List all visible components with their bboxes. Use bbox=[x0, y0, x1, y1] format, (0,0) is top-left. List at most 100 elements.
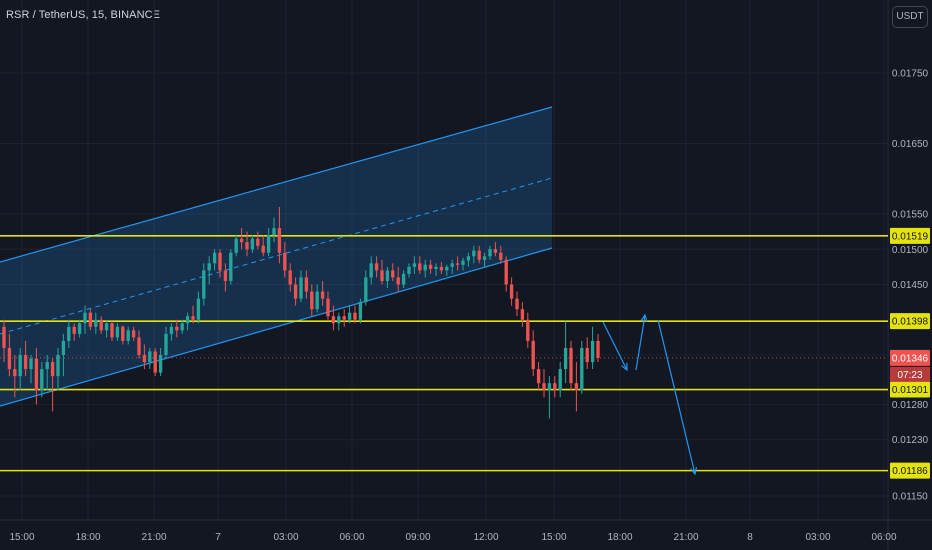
level-price-tag bbox=[890, 381, 930, 398]
candle bbox=[245, 231, 249, 257]
candle bbox=[153, 347, 157, 377]
candle bbox=[391, 263, 395, 281]
candle bbox=[288, 263, 292, 292]
candle bbox=[34, 347, 39, 405]
candle-body bbox=[310, 291, 314, 310]
candle bbox=[158, 347, 163, 377]
candle bbox=[385, 266, 390, 289]
candle-body bbox=[353, 312, 357, 320]
candle bbox=[315, 284, 319, 313]
candle-body bbox=[391, 270, 395, 278]
candle-body bbox=[202, 270, 206, 299]
candle bbox=[536, 362, 541, 391]
time-tick-label: 7 bbox=[215, 532, 221, 543]
candle-body bbox=[126, 330, 130, 341]
candle bbox=[364, 270, 368, 306]
candle-body bbox=[45, 362, 49, 370]
level-price-tag bbox=[890, 227, 930, 244]
time-axis: 15:00 18:00 21:00 7 03:00 06:00 09:00 12:00 15:0… bbox=[9, 532, 896, 543]
price-tick-label: 0.01280 bbox=[892, 400, 929, 411]
candle bbox=[7, 333, 12, 377]
candle-body bbox=[439, 266, 444, 271]
candle bbox=[509, 277, 514, 306]
currency-selector[interactable]: USDT bbox=[892, 6, 928, 28]
candle bbox=[185, 312, 190, 331]
candle-body bbox=[2, 326, 6, 348]
arrow-head bbox=[640, 313, 648, 322]
candle-body bbox=[245, 242, 249, 250]
channel-fill bbox=[0, 107, 552, 406]
time-tick-label: 06:00 bbox=[339, 532, 364, 543]
candle bbox=[596, 333, 600, 363]
candle bbox=[234, 235, 238, 257]
candle-body bbox=[250, 238, 255, 250]
candle bbox=[526, 312, 530, 348]
candle-body bbox=[223, 270, 228, 281]
candle-body bbox=[374, 263, 379, 271]
candle-body bbox=[83, 312, 87, 324]
candle-body bbox=[445, 266, 449, 271]
candle bbox=[418, 256, 422, 274]
candle bbox=[88, 309, 93, 331]
candle bbox=[23, 340, 28, 377]
price-axis: 0.011500.012300.012800.013500.014500.015… bbox=[890, 69, 930, 503]
candle bbox=[434, 263, 438, 277]
time-tick-label: 12:00 bbox=[473, 532, 498, 543]
candle bbox=[590, 326, 595, 370]
candle-body bbox=[482, 256, 487, 260]
candle-body bbox=[434, 266, 438, 269]
candle bbox=[196, 291, 201, 324]
candle-body bbox=[380, 270, 384, 281]
candle bbox=[520, 302, 525, 327]
candle-body bbox=[56, 355, 60, 377]
candle bbox=[115, 323, 120, 341]
price-tick-label: 0.01230 bbox=[892, 435, 929, 446]
price-tick-label: 0.01750 bbox=[892, 69, 929, 80]
candle-body bbox=[412, 263, 417, 267]
projection-arrows bbox=[602, 313, 698, 476]
candle-body bbox=[272, 228, 276, 236]
candle-body bbox=[212, 252, 217, 264]
time-tick-label: 15:00 bbox=[541, 532, 566, 543]
candle-body bbox=[148, 351, 152, 363]
level-price-label: 0.01519 bbox=[892, 231, 929, 242]
candle bbox=[83, 305, 87, 334]
candle-body bbox=[29, 358, 33, 370]
candle-body bbox=[277, 228, 282, 253]
candle bbox=[407, 263, 411, 278]
candle-body bbox=[574, 383, 579, 391]
candle-body bbox=[169, 326, 174, 334]
candle bbox=[450, 259, 454, 274]
candle bbox=[337, 312, 341, 331]
candle bbox=[499, 245, 503, 264]
candle-body bbox=[94, 319, 98, 327]
candle-body bbox=[77, 323, 82, 334]
candle-body bbox=[531, 340, 535, 370]
candle bbox=[493, 242, 498, 257]
candle bbox=[239, 228, 244, 250]
level-price-tag bbox=[890, 313, 930, 330]
candle bbox=[380, 259, 384, 285]
candle bbox=[396, 266, 400, 292]
candle-body bbox=[558, 369, 562, 391]
candle-body bbox=[509, 284, 514, 299]
horizontal-levels bbox=[0, 235, 888, 472]
projection-arrow bbox=[602, 321, 628, 371]
symbol-title[interactable]: RSR / TetherUS, 15, BINANCE bbox=[6, 9, 161, 21]
candle bbox=[445, 264, 449, 277]
candle-body bbox=[347, 312, 352, 320]
candle bbox=[50, 358, 55, 412]
time-tick-label: 18:00 bbox=[607, 532, 632, 543]
candle bbox=[72, 323, 76, 341]
candle bbox=[202, 263, 206, 306]
price-tick-label: 0.01150 bbox=[892, 492, 928, 503]
candle-body bbox=[585, 347, 589, 363]
countdown-tag bbox=[890, 366, 930, 382]
candle-body bbox=[358, 302, 363, 320]
candle-body bbox=[175, 326, 179, 331]
candle-body bbox=[315, 291, 319, 310]
projection-arrow bbox=[635, 314, 646, 371]
candle-body bbox=[326, 298, 330, 317]
